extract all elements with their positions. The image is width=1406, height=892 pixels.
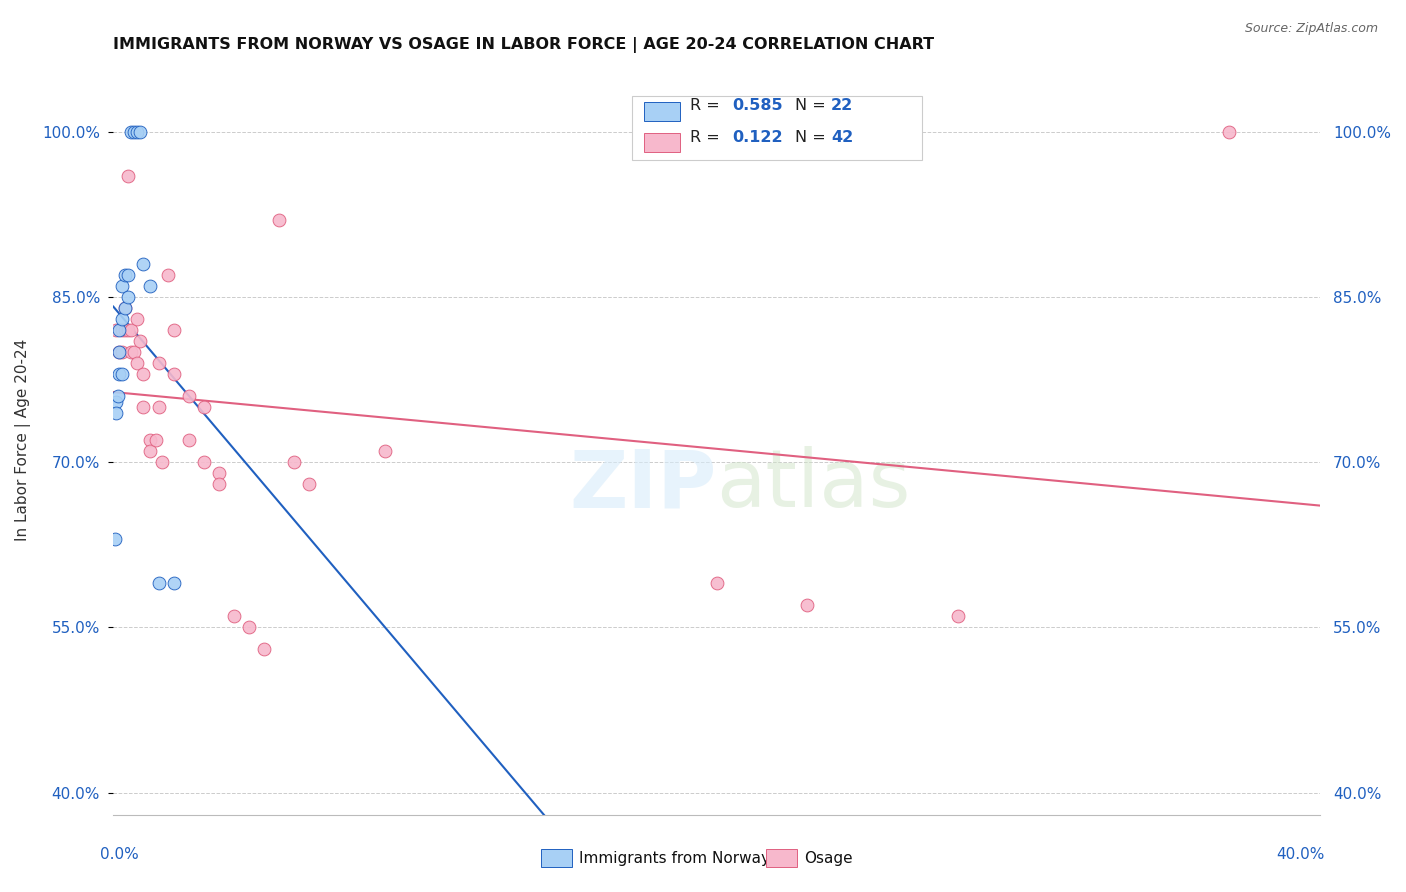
Text: ZIP: ZIP — [569, 446, 717, 524]
Point — [132, 368, 155, 382]
Text: Osage: Osage — [804, 851, 853, 865]
Point — [222, 609, 245, 624]
Point — [105, 406, 128, 420]
FancyBboxPatch shape — [644, 133, 681, 152]
Point — [177, 389, 200, 403]
Point — [283, 455, 305, 469]
Point — [193, 455, 215, 469]
Point — [107, 389, 129, 403]
Point — [177, 434, 200, 448]
Point — [114, 268, 136, 282]
Point — [117, 290, 139, 304]
Point — [1218, 125, 1240, 139]
Point — [124, 345, 146, 359]
Point — [124, 125, 146, 139]
Text: R =: R = — [690, 98, 725, 113]
Text: 0.122: 0.122 — [733, 129, 783, 145]
Point — [138, 434, 160, 448]
Text: 22: 22 — [831, 98, 853, 113]
Point — [162, 323, 184, 337]
Point — [208, 477, 231, 491]
Text: 42: 42 — [831, 129, 853, 145]
Point — [120, 125, 142, 139]
Point — [105, 394, 128, 409]
Point — [111, 345, 134, 359]
Point — [145, 434, 167, 448]
Point — [374, 444, 396, 458]
Point — [120, 345, 142, 359]
Point — [108, 345, 131, 359]
Point — [238, 620, 260, 634]
Point — [148, 356, 170, 370]
Text: N =: N = — [794, 98, 831, 113]
Point — [108, 323, 131, 337]
Point — [117, 268, 139, 282]
Point — [298, 477, 321, 491]
Text: IMMIGRANTS FROM NORWAY VS OSAGE IN LABOR FORCE | AGE 20-24 CORRELATION CHART: IMMIGRANTS FROM NORWAY VS OSAGE IN LABOR… — [114, 37, 935, 54]
Point — [127, 125, 149, 139]
Point — [127, 312, 149, 326]
Point — [111, 323, 134, 337]
Text: Source: ZipAtlas.com: Source: ZipAtlas.com — [1244, 22, 1378, 36]
Point — [132, 257, 155, 271]
Point — [138, 279, 160, 293]
Text: Immigrants from Norway: Immigrants from Norway — [579, 851, 770, 865]
Y-axis label: In Labor Force | Age 20-24: In Labor Force | Age 20-24 — [15, 339, 31, 541]
Point — [120, 323, 142, 337]
Point — [111, 312, 134, 326]
Text: 0.585: 0.585 — [733, 98, 783, 113]
Point — [706, 576, 728, 591]
Text: 40.0%: 40.0% — [1277, 847, 1324, 862]
Point — [114, 323, 136, 337]
Point — [796, 599, 818, 613]
Text: N =: N = — [794, 129, 831, 145]
Point — [269, 213, 291, 227]
Point — [253, 642, 276, 657]
Point — [127, 356, 149, 370]
Text: atlas: atlas — [717, 446, 911, 524]
Point — [129, 334, 152, 348]
Point — [148, 576, 170, 591]
Point — [105, 323, 128, 337]
Point — [162, 576, 184, 591]
FancyBboxPatch shape — [644, 102, 681, 120]
Point — [156, 268, 179, 282]
Point — [208, 467, 231, 481]
Text: 0.0%: 0.0% — [100, 847, 139, 862]
Point — [114, 301, 136, 315]
Point — [138, 444, 160, 458]
Point — [150, 455, 173, 469]
Text: R =: R = — [690, 129, 725, 145]
Point — [162, 368, 184, 382]
Point — [946, 609, 969, 624]
Point — [117, 169, 139, 183]
Point — [132, 401, 155, 415]
Point — [148, 401, 170, 415]
Point — [193, 401, 215, 415]
FancyBboxPatch shape — [633, 96, 922, 160]
Point — [111, 368, 134, 382]
Point — [104, 533, 127, 547]
Point — [129, 125, 152, 139]
Point — [108, 345, 131, 359]
Point — [114, 301, 136, 315]
Point — [111, 279, 134, 293]
Point — [117, 323, 139, 337]
Point — [108, 368, 131, 382]
